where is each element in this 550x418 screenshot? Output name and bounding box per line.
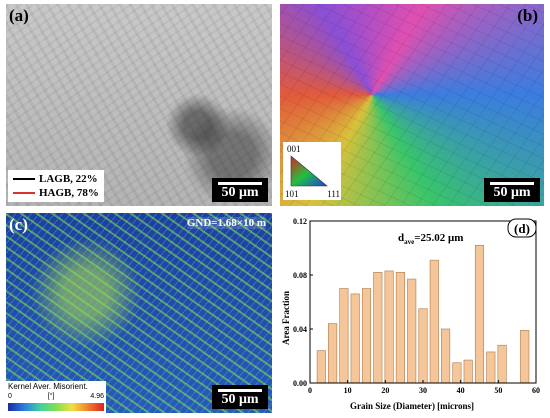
panel-b-ipf-map: (b) 001 101 111 50 μm bbox=[280, 4, 544, 206]
panel-a-boundary-map: (a) LAGB, 22% HAGB, 78% 50 μm bbox=[6, 4, 272, 206]
x-tick-label: 50 bbox=[494, 386, 502, 395]
panel-d-letter: (d) bbox=[514, 221, 530, 236]
lagb-label: LAGB, 22% bbox=[39, 173, 98, 185]
y-tick-label: 0.04 bbox=[293, 325, 307, 334]
boundary-legend: LAGB, 22% HAGB, 78% bbox=[8, 170, 104, 202]
x-tick-label: 60 bbox=[532, 386, 540, 395]
x-tick-label: 10 bbox=[344, 386, 352, 395]
histogram-bar bbox=[316, 350, 326, 384]
ipf-001-label: 001 bbox=[287, 144, 301, 154]
gnd-density-label: GND=1.68×10 m bbox=[186, 217, 266, 229]
histogram-bar bbox=[429, 259, 439, 384]
scale-label-b: 50 μm bbox=[493, 185, 531, 200]
histogram-bar bbox=[328, 323, 338, 384]
histogram-bar bbox=[474, 244, 485, 384]
histogram-bar bbox=[339, 288, 349, 384]
ipf-101-label: 101 bbox=[285, 189, 299, 199]
legend-hagb: HAGB, 78% bbox=[13, 186, 99, 200]
hagb-swatch bbox=[13, 192, 35, 194]
kam-colorbar bbox=[8, 403, 104, 411]
panel-c-letter: (c) bbox=[9, 215, 28, 234]
histogram-bar bbox=[486, 351, 496, 384]
y-tick-label: 0.00 bbox=[293, 379, 307, 388]
lagb-swatch bbox=[13, 178, 35, 180]
scale-label-a: 50 μm bbox=[221, 185, 259, 200]
x-tick-label: 0 bbox=[308, 386, 312, 395]
panel-a-letter: (a) bbox=[9, 6, 29, 25]
kam-title: Kernel Aver. Misorient. bbox=[8, 382, 88, 391]
panel-b-letter: (b) bbox=[517, 6, 538, 25]
scale-bar-c: 50 μm bbox=[212, 385, 268, 409]
kam-max: 4.96 bbox=[90, 393, 104, 400]
histogram-bar bbox=[452, 362, 462, 384]
kam-unit: [°] bbox=[47, 393, 55, 400]
kam-color-legend: Kernel Aver. Misorient. 0 [°] 4.96 bbox=[6, 381, 106, 413]
y-tick-label: 0.12 bbox=[293, 217, 307, 226]
histogram-bar bbox=[418, 308, 428, 384]
y-tick-label: 0.08 bbox=[293, 271, 307, 280]
histogram-bar bbox=[350, 293, 360, 384]
grain-size-histogram: 0 10 20 30 40 50 60 0.00 0.04 0.08 0.12 Grain Size… bbox=[281, 217, 540, 411]
histogram-bar bbox=[463, 359, 473, 384]
histogram-bar bbox=[407, 278, 417, 384]
ipf-111-label: 111 bbox=[327, 189, 340, 199]
histogram-bar bbox=[441, 328, 451, 384]
x-tick-label: 20 bbox=[381, 386, 389, 395]
kam-min: 0 bbox=[8, 393, 12, 400]
ipf-triangle-key: 001 101 111 bbox=[283, 142, 341, 200]
scale-bar-a: 50 μm bbox=[212, 178, 268, 202]
legend-lagb: LAGB, 22% bbox=[13, 172, 99, 186]
scale-label-c: 50 μm bbox=[221, 392, 259, 407]
panel-c-kam-map: (c) GND=1.68×10 m Kernel Aver. Misorient… bbox=[6, 213, 272, 413]
histogram-bar bbox=[395, 271, 405, 384]
kam-ticks: 0 [°] 4.96 bbox=[8, 393, 104, 400]
ipf-triangle-icon bbox=[290, 155, 328, 187]
x-tick-label: 40 bbox=[457, 386, 465, 395]
histogram-bar bbox=[373, 271, 383, 384]
panel-d-letter-group: (d) bbox=[507, 218, 537, 238]
scale-bar-b: 50 μm bbox=[484, 178, 540, 202]
y-axis-label: Area Fraction bbox=[281, 291, 291, 345]
histogram-bar bbox=[497, 344, 507, 384]
x-axis-label: Grain Size (Diameter) [microns] bbox=[350, 401, 474, 411]
x-tick-label: 30 bbox=[419, 386, 427, 395]
histogram-bar bbox=[361, 288, 372, 384]
histogram-bar bbox=[520, 330, 530, 384]
histogram-bar bbox=[384, 270, 394, 384]
panel-d-histogram: 0 10 20 30 40 50 60 0.00 0.04 0.08 0.12 Grain Size… bbox=[280, 213, 544, 413]
dave-annotation: dave=25.02 μm bbox=[398, 232, 463, 246]
hagb-label: HAGB, 78% bbox=[39, 187, 99, 199]
